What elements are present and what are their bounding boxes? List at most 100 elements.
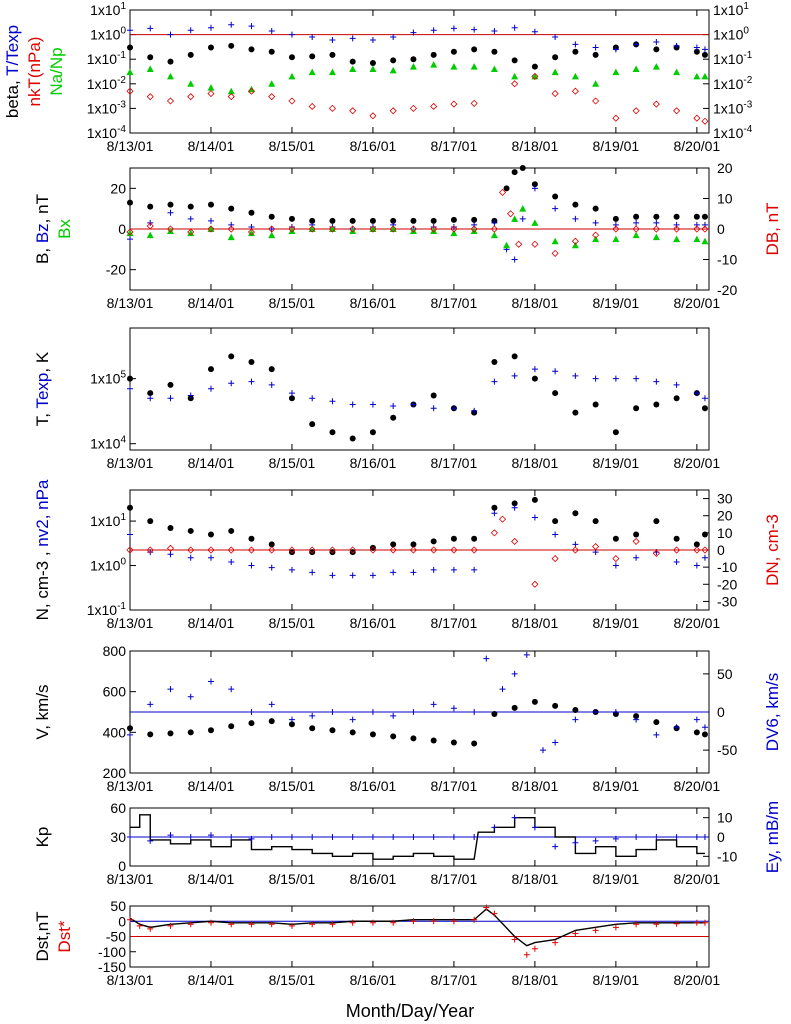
data-point-plus [673, 834, 680, 840]
data-point-plus [349, 401, 356, 408]
data-point-plus [471, 916, 478, 923]
x-tick-label: 8/15/01 [269, 871, 316, 887]
data-point-plus [531, 824, 538, 831]
y-axis-label-2: Bx [55, 219, 74, 239]
y-tick-label: -50 [106, 929, 126, 945]
data-point-plus [187, 392, 194, 399]
data-point-dot [491, 504, 498, 511]
series-N [127, 496, 708, 556]
y-tick-label-right: -10 [717, 848, 737, 864]
data-point-triangle [430, 227, 438, 235]
data-point-diamond [409, 104, 417, 112]
data-point-dot [187, 203, 194, 210]
data-point-dot [127, 199, 133, 206]
x-tick-label: 8/15/01 [269, 138, 316, 154]
data-point-plus [309, 921, 316, 928]
data-point-dot [228, 353, 235, 360]
data-point-triangle [369, 65, 377, 72]
data-point-diamond [288, 97, 296, 105]
x-tick-label: 8/18/01 [512, 455, 559, 471]
data-point-triangle [349, 227, 357, 235]
data-point-dot [673, 213, 680, 220]
data-point-dot [693, 729, 700, 736]
data-point-dot [531, 698, 538, 705]
data-point-plus [539, 747, 546, 754]
y-tick-label: 20 [110, 180, 126, 196]
data-point-plus [471, 566, 478, 573]
data-point-plus [147, 925, 154, 932]
data-point-dot [248, 209, 255, 216]
data-point-triangle [592, 80, 600, 87]
data-point-plus [430, 701, 437, 708]
y-tick-label: -20 [106, 262, 126, 278]
data-point-diamond [328, 225, 337, 233]
data-point-dot [187, 729, 194, 736]
data-point-plus [349, 716, 356, 723]
data-point-plus [430, 566, 437, 573]
data-point-diamond [693, 546, 701, 554]
y-axis-label: Kp [33, 827, 52, 848]
series-Bz [127, 185, 708, 263]
data-point-dot [511, 353, 518, 360]
data-point-dot [430, 737, 437, 744]
data-point-dot [390, 541, 397, 548]
data-point-dot [531, 181, 538, 188]
data-point-plus [228, 21, 235, 28]
data-point-dot [592, 401, 599, 408]
x-tick-label: 8/13/01 [107, 972, 154, 988]
data-point-dot [552, 54, 559, 61]
x-tick-label: 8/15/01 [269, 615, 316, 631]
data-point-plus [552, 843, 559, 850]
data-point-triangle [126, 229, 134, 237]
x-tick-label: 8/15/01 [269, 455, 316, 471]
data-point-triangle [409, 63, 417, 70]
data-point-dot [653, 46, 660, 53]
x-tick-label: 8/17/01 [431, 455, 478, 471]
data-point-plus [207, 24, 214, 31]
data-point-plus [248, 23, 255, 30]
data-point-diamond [389, 225, 397, 233]
data-point-plus [390, 919, 397, 926]
data-point-plus [491, 219, 498, 226]
data-point-dot [653, 719, 660, 726]
data-point-diamond [187, 546, 195, 554]
data-point-plus [369, 919, 376, 926]
data-point-plus [653, 219, 660, 226]
data-point-diamond [673, 225, 681, 233]
y-tick-label: 50 [110, 898, 126, 914]
data-point-dot [612, 429, 619, 436]
data-point-diamond [571, 546, 579, 554]
y-tick-label-right: 30 [717, 491, 733, 507]
data-point-plus [612, 221, 619, 228]
data-point-dot [228, 42, 235, 49]
x-tick-label: 8/16/01 [350, 615, 397, 631]
data-point-plus [653, 731, 660, 738]
data-point-triangle [652, 233, 660, 241]
data-point-plus [390, 834, 397, 840]
data-point-dot [309, 725, 316, 732]
y-tick-label: 600 [103, 684, 127, 700]
data-point-diamond [693, 225, 701, 233]
series-texp [127, 21, 708, 53]
data-point-plus [693, 221, 700, 228]
data-point-dot [268, 366, 275, 373]
data-point-diamond [511, 537, 519, 545]
data-point-plus [673, 920, 680, 927]
x-tick-label: 8/16/01 [350, 455, 397, 471]
panel-5 [127, 650, 710, 774]
data-point-plus [572, 372, 579, 379]
x-tick-label: 8/13/01 [107, 455, 154, 471]
y-tick-label: 0 [118, 858, 126, 874]
data-point-diamond [551, 555, 559, 563]
y-axis-label: Dst,nT [33, 911, 52, 961]
data-point-plus [127, 731, 133, 738]
data-point-plus [147, 395, 154, 402]
data-point-dot [572, 510, 579, 517]
data-point-plus [633, 219, 640, 226]
data-point-dot [633, 531, 640, 538]
data-point-plus [207, 919, 214, 926]
x-axis-label: Month/Day/Year [346, 1001, 474, 1021]
data-point-dot [390, 414, 397, 421]
data-point-plus [288, 31, 295, 38]
